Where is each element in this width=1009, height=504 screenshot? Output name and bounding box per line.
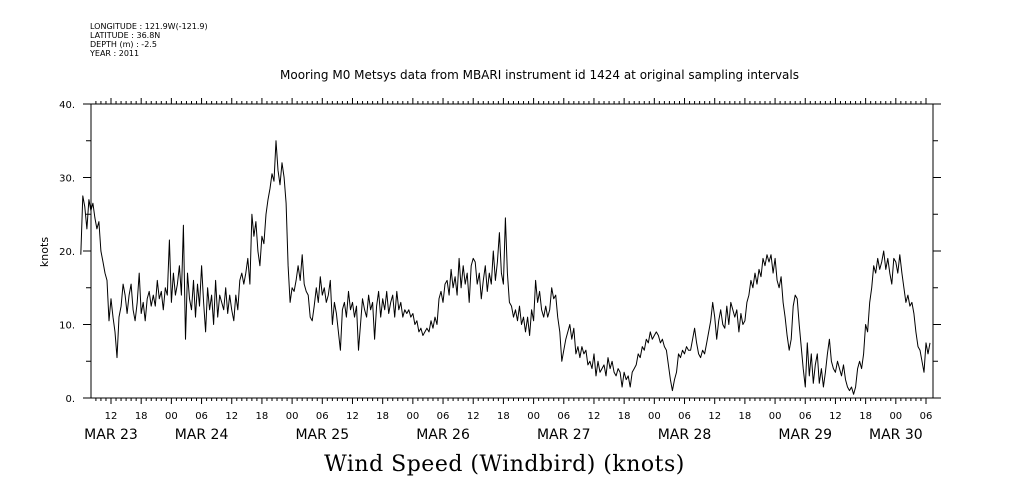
x-tick-label: 00 xyxy=(406,411,419,422)
x-tick-label: 18 xyxy=(376,411,389,422)
x-tick-label: 06 xyxy=(799,411,812,422)
chart-title: Mooring M0 Metsys data from MBARI instru… xyxy=(280,68,799,82)
x-tick-label: 12 xyxy=(105,411,118,422)
x-tick-label: 12 xyxy=(225,411,238,422)
x-tick-label: 00 xyxy=(889,411,902,422)
x-tick-label: 06 xyxy=(557,411,570,422)
y-tick-label: 40. xyxy=(59,100,75,111)
latitude-label: LATITUDE : 36.8N xyxy=(90,31,161,40)
y-tick-label: 10. xyxy=(59,321,75,332)
depth-label: DEPTH (m) : -2.5 xyxy=(90,40,157,49)
y-axis-label: knots xyxy=(38,237,51,267)
y-tick-label: 0. xyxy=(65,394,75,405)
x-axis-label: Wind Speed (Windbird) (knots) xyxy=(324,452,685,477)
x-tick-label: 00 xyxy=(648,411,661,422)
date-label: MAR 30 xyxy=(869,427,923,443)
y-tick-label: 30. xyxy=(59,174,75,185)
x-tick-label: 18 xyxy=(618,411,631,422)
year-label: YEAR : 2011 xyxy=(90,49,140,58)
x-tick-label: 12 xyxy=(588,411,601,422)
x-tick-label: 12 xyxy=(829,411,842,422)
x-tick-label: 00 xyxy=(527,411,540,422)
date-label: MAR 26 xyxy=(416,427,470,443)
x-tick-label: 06 xyxy=(437,411,450,422)
x-tick-label: 12 xyxy=(708,411,721,422)
series-layer xyxy=(80,140,931,395)
x-tick-label: 18 xyxy=(739,411,752,422)
x-tick-label: 06 xyxy=(678,411,691,422)
x-tick-label: 18 xyxy=(859,411,872,422)
x-tick-label: 18 xyxy=(135,411,148,422)
date-label: MAR 27 xyxy=(537,427,591,443)
x-tick-label: 18 xyxy=(256,411,269,422)
axis-labels: 0. 10. 20. 30. 40. 12 18 00 06 12 18 00 06 12 18 00 06 12… xyxy=(59,100,932,443)
date-label: MAR 23 xyxy=(84,427,138,443)
longitude-label: LONGITUDE : 121.9W(-121.9) xyxy=(90,22,208,31)
date-label: MAR 25 xyxy=(295,427,349,443)
y-tick-label: 20. xyxy=(59,247,75,258)
date-label: MAR 28 xyxy=(658,427,712,443)
date-label: MAR 24 xyxy=(175,427,229,443)
x-tick-label: 12 xyxy=(346,411,359,422)
x-tick-label: 06 xyxy=(316,411,329,422)
x-tick-label: 00 xyxy=(769,411,782,422)
x-tick-label: 00 xyxy=(165,411,178,422)
x-tick-label: 06 xyxy=(195,411,208,422)
x-tick-label: 00 xyxy=(286,411,299,422)
x-tick-label: 12 xyxy=(467,411,480,422)
date-label: MAR 29 xyxy=(778,427,832,443)
x-tick-label: 06 xyxy=(920,411,933,422)
wind-speed-series-line xyxy=(80,140,931,395)
axis-ticks xyxy=(83,98,941,404)
x-tick-label: 18 xyxy=(497,411,510,422)
mooring-metadata: LONGITUDE : 121.9W(-121.9) LATITUDE : 36… xyxy=(90,22,208,58)
